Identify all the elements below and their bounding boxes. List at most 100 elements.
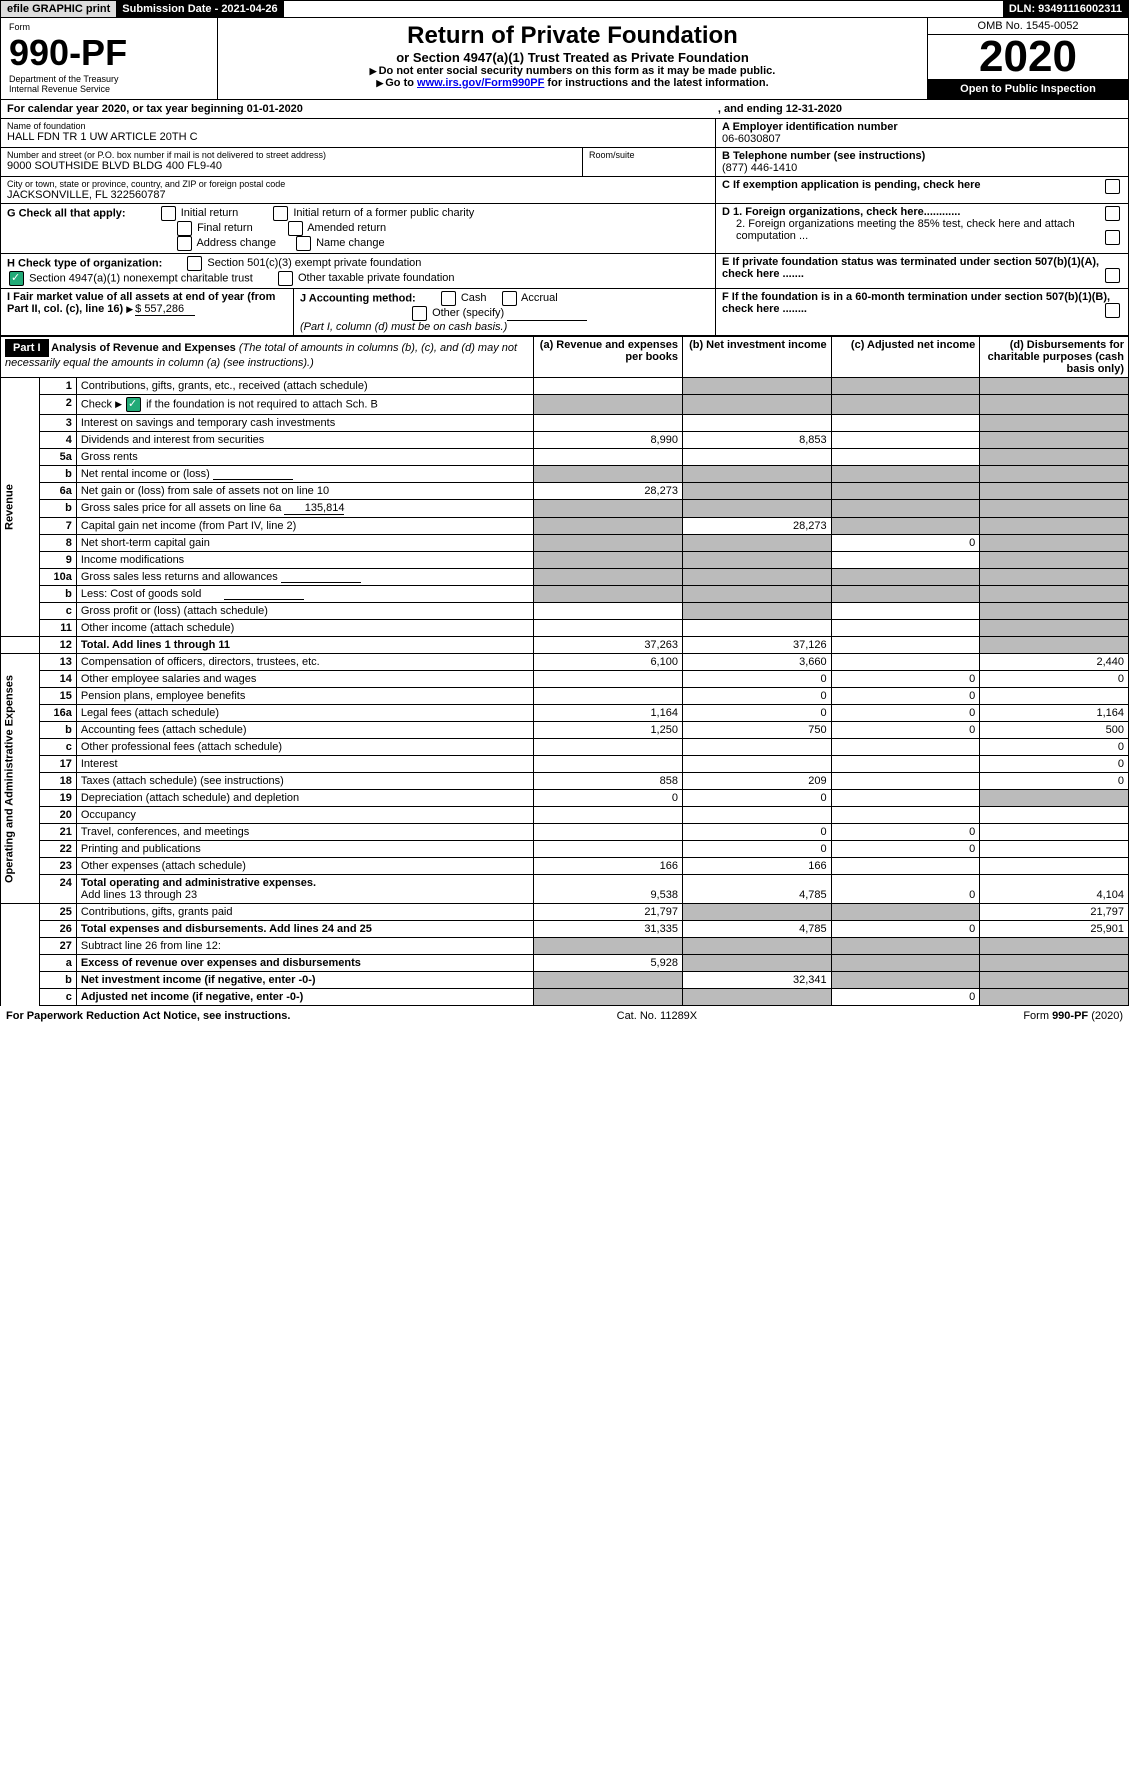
g-initial-former-checkbox[interactable] — [273, 206, 288, 221]
line16c-d: 0 — [980, 739, 1129, 756]
line19-a: 0 — [534, 790, 683, 807]
topbar: efile GRAPHIC print Submission Date - 20… — [0, 0, 1129, 18]
line2-checkbox[interactable] — [126, 397, 141, 412]
col-c-hdr: (c) Adjusted net income — [831, 337, 980, 378]
line22-c: 0 — [831, 841, 980, 858]
line23-b: 166 — [682, 858, 831, 875]
line2-pre: Check — [81, 398, 112, 410]
foundation-name: HALL FDN TR 1 UW ARTICLE 20TH C — [7, 131, 709, 143]
line18-a: 858 — [534, 773, 683, 790]
arrow-icon — [126, 303, 135, 315]
cal-begin: For calendar year 2020, or tax year begi… — [7, 103, 303, 115]
form-word: Form — [9, 22, 209, 32]
city-label: City or town, state or province, country… — [7, 179, 709, 189]
line1: Contributions, gifts, grants, etc., rece… — [76, 378, 534, 395]
c-label: C If exemption application is pending, c… — [722, 179, 981, 191]
line27c-c: 0 — [831, 989, 980, 1006]
line26-c: 0 — [831, 921, 980, 938]
line27b-b: 32,341 — [682, 972, 831, 989]
j-cash-checkbox[interactable] — [441, 291, 456, 306]
line24-b: 4,785 — [682, 875, 831, 904]
line14: Other employee salaries and wages — [76, 671, 534, 688]
line13: Compensation of officers, directors, tru… — [76, 654, 534, 671]
line11: Other income (attach schedule) — [76, 620, 534, 637]
j-other-fill[interactable] — [507, 320, 587, 321]
city-value: JACKSONVILLE, FL 322560787 — [7, 189, 709, 201]
instr-link[interactable]: www.irs.gov/Form990PF — [417, 77, 544, 89]
line10a-fill[interactable] — [281, 582, 361, 583]
line4-b: 8,853 — [682, 432, 831, 449]
line14-c: 0 — [831, 671, 980, 688]
efile-btn[interactable]: efile GRAPHIC print — [1, 1, 116, 17]
e-checkbox[interactable] — [1105, 268, 1120, 283]
line6b-v: 135,814 — [284, 502, 344, 515]
g-name-checkbox[interactable] — [296, 236, 311, 251]
line20: Occupancy — [76, 807, 534, 824]
part1-hdr: Part I — [5, 339, 49, 357]
g-amended-checkbox[interactable] — [288, 221, 303, 236]
arrow-icon — [376, 77, 385, 89]
h-4947-checkbox[interactable] — [9, 271, 24, 286]
i-j-f-row: I Fair market value of all assets at end… — [0, 289, 1129, 336]
line18: Taxes (attach schedule) (see instruction… — [76, 773, 534, 790]
g-opt3: Amended return — [307, 222, 386, 234]
c-checkbox[interactable] — [1105, 179, 1120, 194]
j-accrual-checkbox[interactable] — [502, 291, 517, 306]
line13-a: 6,100 — [534, 654, 683, 671]
g-opt2: Final return — [197, 222, 253, 234]
g-opt4: Address change — [196, 237, 276, 249]
line5b: Net rental income or (loss) — [81, 468, 210, 480]
h-501c3-checkbox[interactable] — [187, 256, 202, 271]
room-label: Room/suite — [589, 150, 709, 160]
submission-date: Submission Date - 2021-04-26 — [116, 1, 283, 17]
line27c: Adjusted net income (if negative, enter … — [76, 989, 534, 1006]
line15-b: 0 — [682, 688, 831, 705]
line16a: Legal fees (attach schedule) — [76, 705, 534, 722]
dept: Department of the Treasury — [9, 74, 209, 84]
line6a: Net gain or (loss) from sale of assets n… — [76, 483, 534, 500]
ein-value: 06-6030807 — [722, 133, 1122, 145]
tax-year: 2020 — [928, 35, 1128, 79]
line24: Total operating and administrative expen… — [81, 877, 316, 889]
line25-d: 21,797 — [980, 904, 1129, 921]
line15: Pension plans, employee benefits — [76, 688, 534, 705]
name-label: Name of foundation — [7, 121, 709, 131]
line21-c: 0 — [831, 824, 980, 841]
j-other-checkbox[interactable] — [412, 306, 427, 321]
expenses-label: Operating and Administrative Expenses — [1, 654, 40, 904]
f-label: F If the foundation is in a 60-month ter… — [722, 291, 1110, 315]
h-opt3: Other taxable private foundation — [298, 272, 455, 284]
line16a-a: 1,164 — [534, 705, 683, 722]
line19: Depreciation (attach schedule) and deple… — [76, 790, 534, 807]
line16a-d: 1,164 — [980, 705, 1129, 722]
dln: DLN: 93491116002311 — [1003, 1, 1128, 17]
line5b-fill[interactable] — [213, 479, 293, 480]
line26-b: 4,785 — [682, 921, 831, 938]
g-final-checkbox[interactable] — [177, 221, 192, 236]
g-d-row: G Check all that apply: Initial return I… — [0, 204, 1129, 254]
d1-checkbox[interactable] — [1105, 206, 1120, 221]
entity-row3: City or town, state or province, country… — [0, 177, 1129, 204]
line24-a: 9,538 — [534, 875, 683, 904]
g-label: G Check all that apply: — [7, 207, 126, 219]
line12-b: 37,126 — [682, 637, 831, 654]
g-addr-checkbox[interactable] — [177, 236, 192, 251]
line23: Other expenses (attach schedule) — [76, 858, 534, 875]
d2-checkbox[interactable] — [1105, 230, 1120, 245]
line17-d: 0 — [980, 756, 1129, 773]
g-initial-checkbox[interactable] — [161, 206, 176, 221]
h-label: H Check type of organization: — [7, 257, 162, 269]
line26-a: 31,335 — [534, 921, 683, 938]
part1-table: Part I Analysis of Revenue and Expenses … — [0, 336, 1129, 1006]
f-checkbox[interactable] — [1105, 303, 1120, 318]
col-b-hdr: (b) Net investment income — [682, 337, 831, 378]
line8: Net short-term capital gain — [76, 535, 534, 552]
line8-c: 0 — [831, 535, 980, 552]
line5a: Gross rents — [76, 449, 534, 466]
line24-d: 4,104 — [980, 875, 1129, 904]
instr2-pre: Go to — [385, 77, 417, 89]
line18-d: 0 — [980, 773, 1129, 790]
line2-suf: if the foundation is not required to att… — [146, 398, 378, 410]
h-other-checkbox[interactable] — [278, 271, 293, 286]
line10b-fill[interactable] — [224, 599, 304, 600]
